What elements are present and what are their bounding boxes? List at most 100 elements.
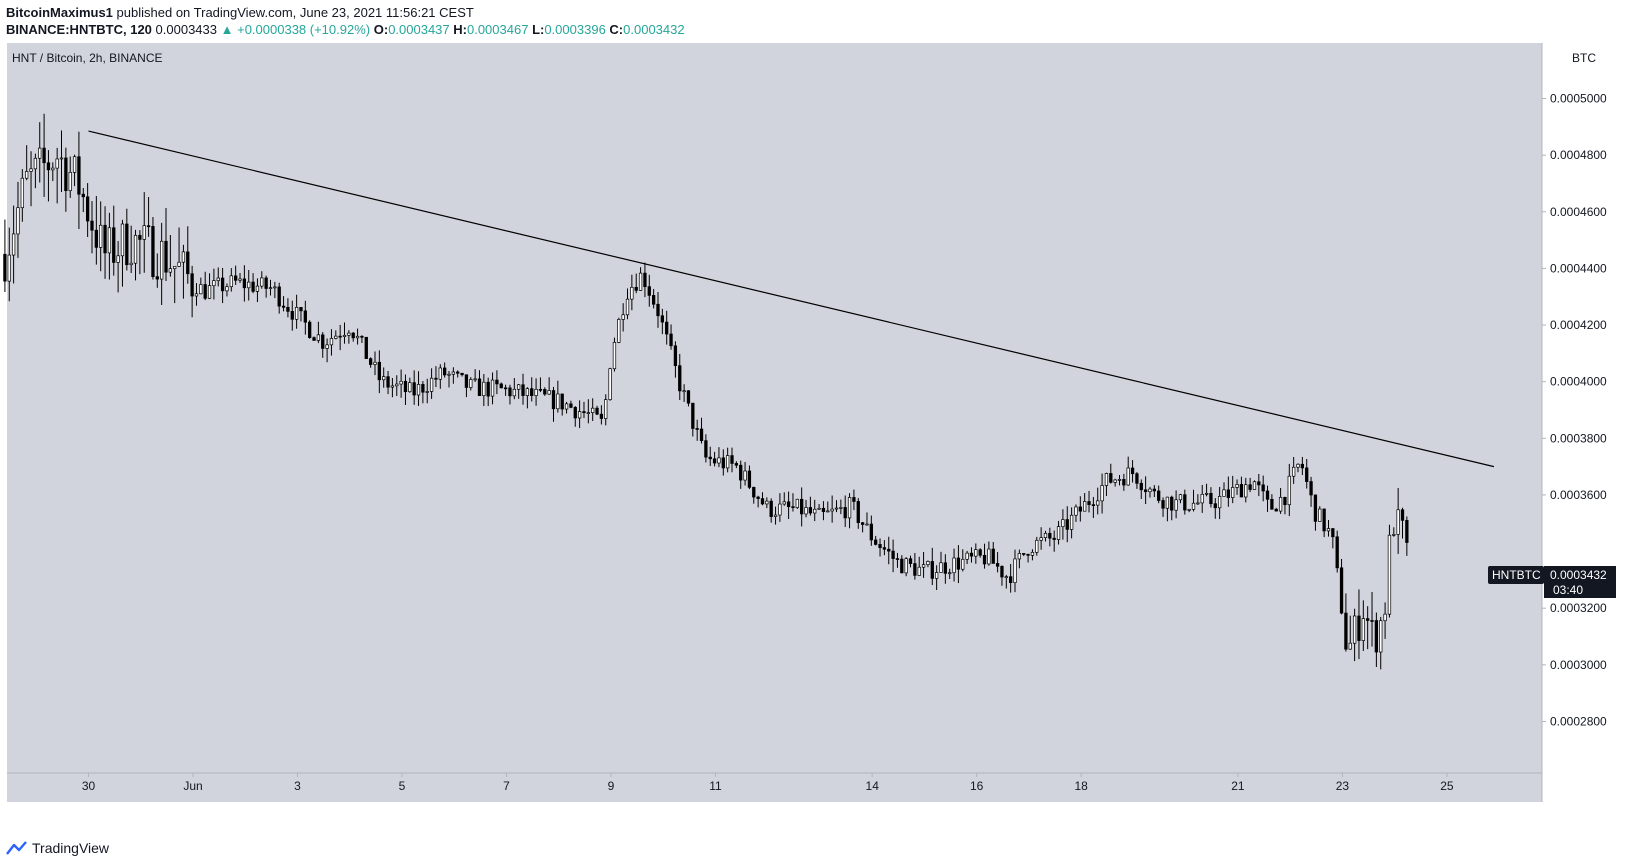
candle-body: [961, 558, 965, 570]
candle-body: [691, 402, 695, 429]
candle-body: [159, 240, 164, 280]
candle-body: [1235, 484, 1239, 488]
candle-body: [1387, 534, 1392, 615]
candle-body: [260, 277, 264, 287]
candle-body: [952, 557, 956, 574]
candle-body: [1278, 496, 1283, 512]
published-info: published on TradingView.com, June 23, 2…: [116, 5, 474, 20]
candle-body: [103, 224, 107, 254]
time-tick-label: 16: [970, 779, 984, 793]
candle-body: [564, 403, 569, 410]
price-tick-label: 0.0003000: [1550, 658, 1607, 672]
candle-body: [238, 278, 242, 281]
author-name[interactable]: BitcoinMaximus1: [6, 5, 113, 20]
candle-body: [290, 311, 294, 320]
candle-body: [294, 307, 299, 320]
candle-body: [1143, 489, 1148, 493]
candle-body: [1322, 508, 1326, 532]
candle-body: [686, 390, 691, 404]
candle-body: [1183, 494, 1187, 511]
candle-body: [1052, 537, 1056, 540]
price-tick-label: 0.0003200: [1550, 601, 1607, 615]
candle-body: [1013, 558, 1017, 584]
candle-body: [469, 379, 473, 388]
candle-body: [778, 503, 782, 516]
candle-body: [234, 275, 238, 281]
candle-body: [216, 277, 220, 281]
candle-body: [1139, 482, 1143, 491]
candle-body: [969, 552, 974, 557]
candle-body: [1296, 463, 1300, 468]
candle-body: [669, 333, 673, 347]
candle-body: [530, 388, 534, 396]
candle-body: [1200, 493, 1204, 504]
tradingview-brand[interactable]: TradingView: [6, 840, 109, 856]
candle-body: [651, 295, 656, 305]
candle-body: [1022, 553, 1026, 555]
candle-body: [116, 255, 120, 263]
candle-body: [869, 523, 873, 541]
time-tick-label: 30: [82, 779, 96, 793]
candle-body: [107, 227, 112, 254]
candle-body: [673, 345, 678, 367]
candle-body: [1287, 475, 1291, 506]
candle-body: [1157, 490, 1161, 501]
candle-body: [930, 561, 934, 579]
time-tick-label: 25: [1440, 779, 1454, 793]
candle-body: [316, 334, 321, 341]
candle-body: [739, 464, 743, 481]
candle-body: [695, 428, 699, 430]
candle-body: [782, 501, 786, 505]
candle-body: [1087, 501, 1091, 505]
candle-body: [1305, 467, 1309, 482]
candle-body: [1217, 496, 1222, 509]
candle-body: [112, 227, 116, 263]
candle-body: [351, 332, 355, 339]
candle-body: [804, 507, 808, 515]
candle-body: [847, 497, 852, 519]
candle-body: [286, 306, 290, 312]
candle-body: [817, 507, 821, 510]
candle-body: [660, 315, 664, 323]
price-badge-bg: [1544, 566, 1616, 598]
candle-body: [1091, 504, 1096, 506]
candle-body: [1257, 481, 1261, 486]
candle-body: [1170, 496, 1174, 511]
candle-body: [368, 358, 373, 365]
candle-body: [473, 378, 477, 381]
candle-body: [85, 196, 90, 222]
candle-body: [1000, 565, 1004, 578]
time-axis[interactable]: 30 Jun 3 5 7 9 11 14 16 18 21 23 25: [82, 773, 1454, 793]
candle-body: [517, 384, 521, 390]
candle-body: [1283, 496, 1287, 506]
candle-body: [1161, 500, 1165, 509]
candle-body: [1109, 473, 1113, 483]
candle-body: [1083, 501, 1087, 512]
candle-body: [247, 281, 251, 289]
candle-body: [1017, 553, 1022, 560]
candle-body: [743, 470, 747, 481]
candle-body: [1348, 642, 1352, 650]
candle-body: [800, 498, 804, 515]
candle-body: [1069, 514, 1074, 530]
candle-body: [173, 265, 177, 270]
candle-body: [913, 563, 917, 576]
candle-body: [281, 305, 286, 308]
candle-body: [1130, 467, 1135, 475]
candle-body: [730, 455, 734, 464]
candle-body: [164, 240, 168, 273]
tradingview-logo-icon: [6, 841, 27, 855]
chart-background: [7, 43, 1542, 802]
candle-body: [203, 284, 207, 299]
candle-body: [882, 547, 887, 550]
candle-body: [1292, 466, 1296, 477]
candle-body: [360, 335, 364, 338]
trendline[interactable]: [88, 130, 1495, 468]
candle-body: [591, 407, 595, 413]
price-axis[interactable]: 0.0002800 0.0003000 0.0003200 0.0003600 0.00…: [1542, 92, 1607, 729]
candle-body: [621, 314, 625, 320]
candle-body: [1274, 508, 1278, 512]
candle-body: [1244, 484, 1248, 498]
candle-body: [786, 501, 791, 507]
